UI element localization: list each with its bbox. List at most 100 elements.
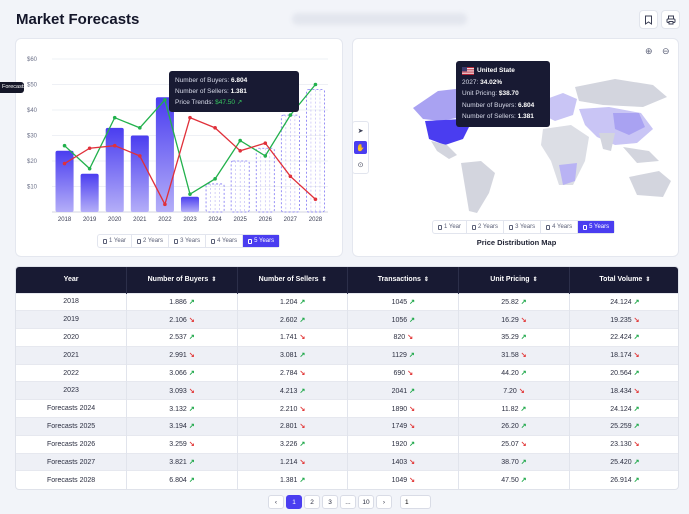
bar-2021[interactable] xyxy=(130,135,149,213)
line-point[interactable] xyxy=(62,161,67,166)
line-point[interactable] xyxy=(112,115,117,120)
chart-period-tab-2[interactable]: 2 Years xyxy=(132,235,170,247)
bar-2020[interactable] xyxy=(105,127,124,212)
trend-down-icon: ↘ xyxy=(409,459,416,467)
map-region-africa[interactable] xyxy=(541,125,589,185)
cell-value: 1.204 xyxy=(279,298,298,306)
line-point[interactable] xyxy=(138,154,142,158)
bar-2022[interactable] xyxy=(155,97,174,212)
bar-2019[interactable] xyxy=(80,173,99,212)
cell-value: 1890 xyxy=(391,405,408,413)
line-point[interactable] xyxy=(188,115,192,120)
chart-period-tab-5[interactable]: 5 Years xyxy=(243,235,280,247)
zoom-out-button[interactable]: ⊖ xyxy=(662,46,670,56)
zoom-in-button[interactable]: ⊕ xyxy=(645,46,653,56)
value-cell: 25.259 ↗ xyxy=(569,417,678,436)
sort-icon[interactable]: ⇕ xyxy=(532,277,538,284)
bookmark-button[interactable] xyxy=(639,10,658,29)
table-row: 2018 1.886 ↗ 1.204 ↗ 1045 ↗ 25.82 ↗ 24.124 ↗ xyxy=(16,292,678,311)
table-row: Forecasts 2028 6.804 ↗ 1.381 ↗ 1049 ↘ 47.50 ↗ 26.… xyxy=(16,470,678,489)
column-header[interactable]: Total Volume ⇕ xyxy=(569,267,678,293)
page-button[interactable]: 2 xyxy=(304,495,320,509)
line-point[interactable] xyxy=(238,138,242,143)
line-point[interactable] xyxy=(213,177,217,181)
cell-value: 38.70 xyxy=(501,459,519,467)
sort-icon[interactable]: ⇕ xyxy=(211,277,217,284)
page-button[interactable]: 1 xyxy=(286,495,302,509)
map-period-tab-label: 3 Years xyxy=(515,224,536,230)
chart-period-tab-4[interactable]: 4 Years xyxy=(206,235,244,247)
line-point[interactable] xyxy=(188,192,192,196)
table-body: 2018 1.886 ↗ 1.204 ↗ 1045 ↗ 25.82 ↗ 24.124 ↗ 2019 2.… xyxy=(16,292,678,489)
line-point[interactable] xyxy=(163,98,167,102)
map-period-tabs: 1 Year 2 Years 3 Years 4 Years 5 Years xyxy=(432,220,616,234)
map-region-india[interactable] xyxy=(599,133,615,151)
map-region-australia[interactable] xyxy=(629,171,671,197)
map-region-africa-south[interactable] xyxy=(559,163,577,185)
line-point[interactable] xyxy=(288,174,293,179)
next-page-button[interactable]: › xyxy=(376,495,392,509)
line-point[interactable] xyxy=(288,113,293,117)
map-period-tab-5[interactable]: 5 Years xyxy=(578,221,615,233)
trend-down-icon: ↘ xyxy=(520,316,527,324)
sort-icon[interactable]: ⇕ xyxy=(423,277,429,284)
line-point[interactable] xyxy=(112,143,117,148)
chart-period-tab-3[interactable]: 3 Years xyxy=(169,235,207,247)
map-region-china[interactable] xyxy=(613,113,645,135)
line-point[interactable] xyxy=(313,82,318,87)
map-region-southeast-asia[interactable] xyxy=(623,147,659,163)
column-header[interactable]: Unit Pricing ⇕ xyxy=(458,267,570,293)
prev-page-button[interactable]: ‹ xyxy=(268,495,284,509)
map-period-tab-2[interactable]: 2 Years xyxy=(467,221,505,233)
map-region-south-america[interactable] xyxy=(461,161,495,213)
tooltip-year-label: 2027: xyxy=(462,78,479,86)
line-point[interactable] xyxy=(163,202,167,207)
map-period-tab-4[interactable]: 4 Years xyxy=(541,221,579,233)
table-header-row: Year Number of Buyers ⇕ Number of Sellers ⇕ T… xyxy=(16,267,678,293)
sort-icon[interactable]: ⇕ xyxy=(645,277,651,284)
sort-icon[interactable]: ⇕ xyxy=(321,277,327,284)
line-point[interactable] xyxy=(313,197,318,202)
hand-tool[interactable]: ✋ xyxy=(354,141,367,154)
column-header-label: Year xyxy=(63,276,79,284)
value-cell: 2.784 ↘ xyxy=(237,363,349,382)
page-button[interactable]: 10 xyxy=(358,495,374,509)
crosshair-tool[interactable]: ⊙ xyxy=(357,161,364,169)
tooltip-buyers-label: Number of Buyers: xyxy=(175,77,230,84)
line-point[interactable] xyxy=(238,149,242,153)
column-header[interactable]: Year xyxy=(16,267,128,293)
bar-2028[interactable] xyxy=(306,89,325,213)
line-point[interactable] xyxy=(62,143,67,148)
forecasts-side-tag[interactable]: Forecasts xyxy=(0,82,24,93)
bar-2023[interactable] xyxy=(180,196,200,212)
column-header-label: Number of Buyers xyxy=(147,276,209,284)
line-point[interactable] xyxy=(263,141,268,145)
column-header[interactable]: Number of Sellers ⇕ xyxy=(237,267,349,293)
map-period-tab-1[interactable]: 1 Year xyxy=(433,221,468,233)
navigate-tool[interactable]: ➤ xyxy=(357,127,364,135)
page-button[interactable]: 3 xyxy=(322,495,338,509)
y-tick-label: $50 xyxy=(27,83,38,89)
bar-2018[interactable] xyxy=(55,150,74,212)
line-point[interactable] xyxy=(138,126,142,130)
value-cell: 1749 ↘ xyxy=(347,417,460,436)
page-jump-input[interactable] xyxy=(400,495,431,509)
map-period-tab-3[interactable]: 3 Years xyxy=(504,221,542,233)
bar-2025[interactable] xyxy=(230,160,250,213)
line-point[interactable] xyxy=(213,126,217,130)
page-button[interactable]: ... xyxy=(340,495,356,509)
line-point[interactable] xyxy=(263,154,268,158)
trend-up-icon: ↗ xyxy=(188,298,195,306)
column-header[interactable]: Transactions ⇕ xyxy=(347,267,460,293)
print-button[interactable] xyxy=(661,10,680,29)
line-point[interactable] xyxy=(87,146,92,151)
trend-up-icon: ↗ xyxy=(633,459,640,467)
column-header[interactable]: Number of Buyers ⇕ xyxy=(126,267,238,293)
map-region-europe[interactable] xyxy=(541,93,577,121)
chart-period-tab-1[interactable]: 1 Year xyxy=(98,235,133,247)
line-point[interactable] xyxy=(87,166,92,171)
bar-2024[interactable] xyxy=(205,183,225,213)
map-region-mexico[interactable] xyxy=(431,141,457,159)
map-region-russia[interactable] xyxy=(575,79,667,107)
trend-up-icon: ↗ xyxy=(409,298,416,306)
